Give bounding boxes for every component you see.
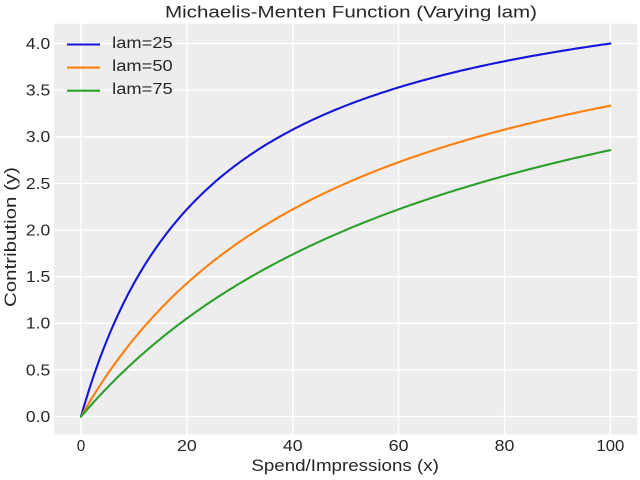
svg-text:3.5: 3.5 <box>26 83 50 100</box>
svg-text:1.5: 1.5 <box>26 269 50 286</box>
svg-text:0: 0 <box>77 438 86 455</box>
svg-text:2.5: 2.5 <box>26 176 50 193</box>
svg-text:60: 60 <box>389 438 409 455</box>
svg-text:Michaelis-Menten Function (Var: Michaelis-Menten Function (Varying lam) <box>165 3 537 22</box>
svg-text:80: 80 <box>495 438 515 455</box>
svg-text:2.0: 2.0 <box>26 223 50 240</box>
svg-text:lam=25: lam=25 <box>112 35 173 52</box>
svg-text:lam=75: lam=75 <box>112 81 173 98</box>
svg-text:Contribution (y): Contribution (y) <box>1 167 20 307</box>
svg-text:100: 100 <box>596 438 624 455</box>
svg-text:4.0: 4.0 <box>26 36 50 53</box>
svg-text:40: 40 <box>283 438 303 455</box>
svg-text:lam=50: lam=50 <box>112 58 173 75</box>
svg-text:1.0: 1.0 <box>26 316 50 333</box>
svg-text:20: 20 <box>177 438 197 455</box>
svg-text:0.0: 0.0 <box>26 409 50 426</box>
svg-text:3.0: 3.0 <box>26 129 50 146</box>
svg-text:Spend/Impressions (x): Spend/Impressions (x) <box>251 456 439 475</box>
svg-text:0.5: 0.5 <box>26 362 50 379</box>
